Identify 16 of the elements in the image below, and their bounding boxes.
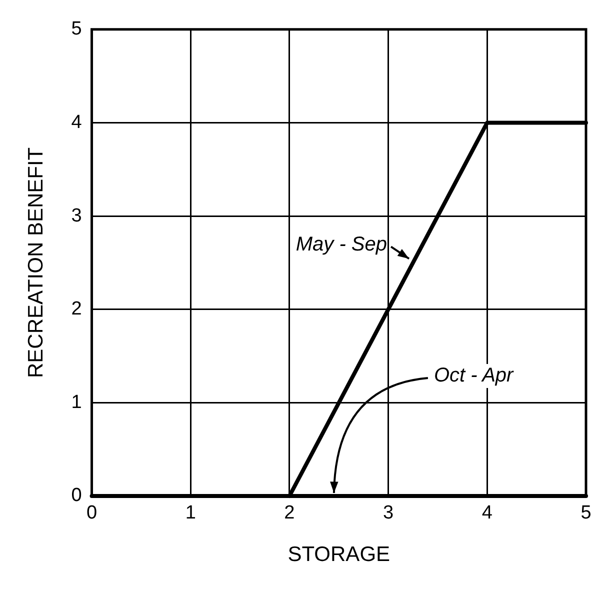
y-tick-label: 3 bbox=[71, 205, 82, 226]
y-tick-label: 5 bbox=[71, 18, 82, 40]
y-tick-label: 4 bbox=[71, 112, 82, 133]
x-axis-title: STORAGE bbox=[288, 543, 390, 566]
annotation: Oct - Apr bbox=[434, 364, 515, 387]
x-tick-label: 1 bbox=[185, 502, 196, 524]
y-tick-label: 0 bbox=[71, 485, 82, 506]
x-tick-label: 0 bbox=[86, 502, 98, 524]
x-tick-label: 4 bbox=[482, 502, 493, 524]
x-tick-label: 5 bbox=[580, 502, 592, 524]
x-tick-label: 2 bbox=[284, 502, 295, 524]
y-tick-label: 2 bbox=[71, 298, 82, 320]
y-tick-label: 1 bbox=[71, 392, 82, 413]
y-axis-title: RECREATION BENEFIT bbox=[24, 147, 48, 378]
annotation: May - Sep bbox=[296, 233, 388, 256]
x-tick-label: 3 bbox=[383, 502, 394, 524]
